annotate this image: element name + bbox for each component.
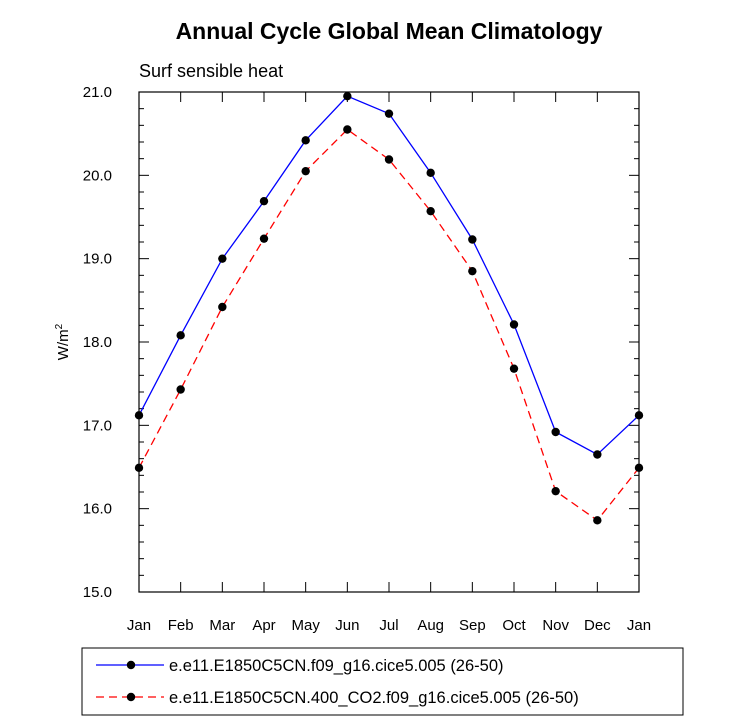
series-2-point <box>301 166 310 176</box>
series-2-point <box>593 516 602 525</box>
series-2-point <box>634 463 644 473</box>
series-2-point <box>384 155 394 164</box>
y-axis: 15.0 16.0 17.0 18.0 19.0 20.0 21.0 <box>83 84 639 601</box>
x-axis: Jan Feb Mar Apr May Jun Jul Aug Sep Oct Nov Dec Jan <box>127 92 651 634</box>
series-line-1 <box>138 95 640 456</box>
x-tick-label: Jun <box>335 617 359 634</box>
series-1-point <box>634 411 644 420</box>
series-1-point <box>426 168 435 178</box>
legend: e.e11.E1850C5CN.f09_g16.cice5.005 (26-50… <box>96 657 579 707</box>
series-2-point <box>176 385 185 394</box>
legend-label-1: e.e11.E1850C5CN.f09_g16.cice5.005 (26-50… <box>169 657 504 675</box>
legend-box <box>81 647 684 716</box>
y-axis-label: W/m2 <box>54 323 72 360</box>
legend-marker-1 <box>126 660 136 670</box>
series-1-point <box>509 320 519 329</box>
series-2-point <box>134 463 144 473</box>
x-tick-label: Jan <box>627 617 651 634</box>
legend-marker-2 <box>126 692 136 702</box>
y-tick-label: 17.0 <box>83 417 112 434</box>
x-tick-label: Sep <box>459 617 486 634</box>
series-1-point <box>176 331 185 340</box>
x-tick-label: May <box>291 617 320 634</box>
series-1-point <box>343 91 352 101</box>
series-1-point <box>384 109 394 118</box>
chart-subtitle: Surf sensible heat <box>139 61 283 81</box>
series-1-point <box>134 411 144 420</box>
series-1-point <box>593 450 602 459</box>
series-1-point <box>218 254 227 263</box>
y-tick-label: 19.0 <box>83 251 112 268</box>
series-2-point <box>551 486 560 496</box>
x-tick-label: Apr <box>252 617 275 634</box>
x-tick-label: Nov <box>542 617 569 634</box>
series-line-2 <box>138 128 640 522</box>
x-tick-label: Dec <box>584 617 611 634</box>
x-tick-label: Mar <box>209 617 235 634</box>
x-tick-label: Jul <box>379 617 398 634</box>
y-axis-label-unit: W/m <box>55 329 72 360</box>
y-axis-label-superscript: 2 <box>54 323 65 329</box>
series-2-point <box>218 302 227 312</box>
legend-label-2: e.e11.E1850C5CN.400_CO2.f09_g16.cice5.00… <box>169 689 579 707</box>
y-tick-label: 16.0 <box>83 501 112 518</box>
minor-ticks <box>139 108 639 576</box>
chart-title: Annual Cycle Global Mean Climatology <box>176 18 603 44</box>
series-1-point <box>301 136 310 145</box>
y-tick-label: 20.0 <box>83 167 112 184</box>
series-2-point <box>426 206 435 216</box>
series-2-point <box>343 125 352 134</box>
x-tick-label: Feb <box>168 617 194 634</box>
series-1-point <box>259 196 269 206</box>
series-layer <box>134 91 644 525</box>
series-1-point <box>551 427 560 437</box>
series-2-point <box>468 266 477 276</box>
series-2-point <box>509 364 519 373</box>
plot-frame <box>138 91 640 593</box>
series-1-point <box>468 235 477 244</box>
x-tick-label: Oct <box>502 617 526 634</box>
series-2-point <box>259 234 269 243</box>
x-tick-label: Aug <box>417 617 444 634</box>
y-tick-label: 18.0 <box>83 334 112 351</box>
x-tick-label: Jan <box>127 617 151 634</box>
y-tick-label: 15.0 <box>83 584 112 601</box>
y-tick-label: 21.0 <box>83 84 112 101</box>
